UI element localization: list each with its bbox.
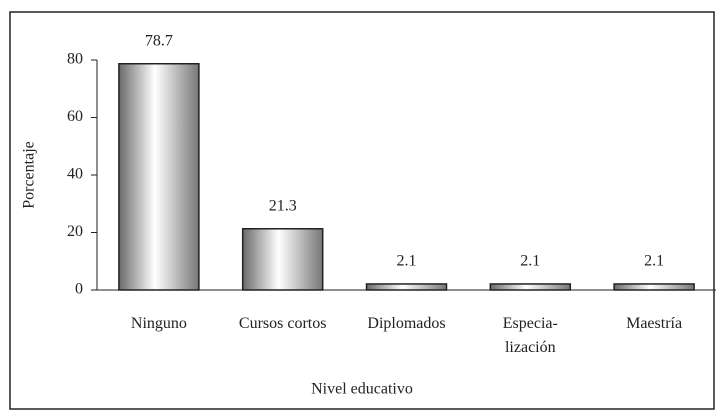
x-tick-label: Maestría — [626, 315, 682, 332]
x-tick-label: Diplomados — [367, 315, 445, 332]
y-tick-label: 20 — [67, 223, 83, 240]
value-label: 78.7 — [145, 32, 173, 49]
x-axis-label: Nivel educativo — [311, 381, 413, 398]
x-tick-label: Cursos cortos — [239, 315, 327, 332]
bar — [241, 228, 324, 291]
bar — [365, 283, 448, 291]
y-axis-label: Porcentaje — [21, 141, 38, 209]
bar — [489, 283, 572, 291]
x-tick-label: Ninguno — [131, 315, 187, 332]
x-tick-label: Especia-lización — [503, 315, 558, 356]
y-tick-label: 40 — [67, 166, 83, 183]
value-label: 21.3 — [269, 197, 297, 214]
bar — [613, 283, 695, 291]
value-label: 2.1 — [397, 253, 417, 270]
y-tick-label: 0 — [75, 281, 83, 298]
frame — [9, 11, 715, 410]
value-label: 2.1 — [520, 253, 540, 270]
y-tick-label: 60 — [67, 108, 83, 125]
value-label: 2.1 — [644, 253, 664, 270]
y-tick-label: 80 — [67, 51, 83, 68]
bar — [118, 62, 200, 291]
